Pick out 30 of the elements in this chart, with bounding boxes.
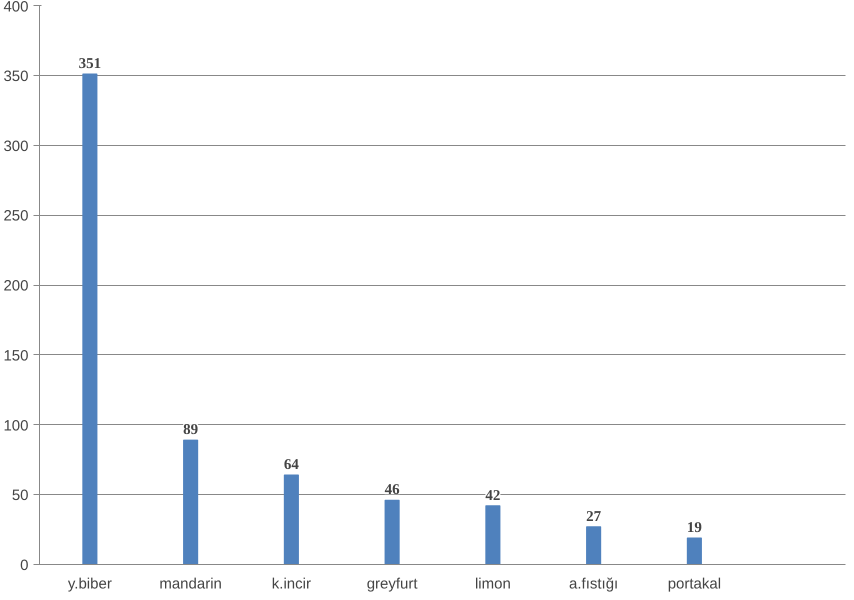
data-label: 19: [686, 520, 702, 536]
y-tick-label: 350: [3, 68, 29, 85]
bar: [183, 440, 198, 564]
bar: [485, 505, 500, 564]
bar: [284, 474, 299, 564]
y-tick-label: 400: [3, 0, 29, 16]
x-tick-label: mandarin: [159, 576, 222, 592]
data-label: 351: [78, 56, 102, 72]
bar: [586, 526, 602, 564]
data-label: 42: [485, 488, 500, 504]
y-tick-label: 300: [3, 138, 29, 155]
y-tick-label: 250: [3, 208, 29, 225]
data-label: 46: [384, 482, 400, 498]
x-tick-label: a.fıstığı: [569, 576, 618, 592]
x-tick-label: y.biber: [68, 576, 112, 592]
x-tick-label: greyfurt: [366, 576, 418, 592]
y-tick-label: 0: [20, 557, 28, 574]
y-tick-label: 150: [3, 347, 29, 364]
x-tick-label: limon: [474, 576, 511, 592]
data-label: 89: [183, 422, 198, 438]
bar: [384, 500, 400, 564]
y-tick-label: 50: [12, 487, 29, 504]
data-label: 64: [284, 457, 300, 474]
bar: [686, 537, 702, 564]
y-tick-label: 100: [3, 417, 29, 434]
bar: [82, 73, 98, 564]
data-label: 27: [586, 508, 602, 525]
x-tick-label: portakal: [668, 576, 722, 592]
y-tick-label: 200: [3, 278, 29, 294]
x-tick-label: k.incir: [272, 576, 311, 592]
